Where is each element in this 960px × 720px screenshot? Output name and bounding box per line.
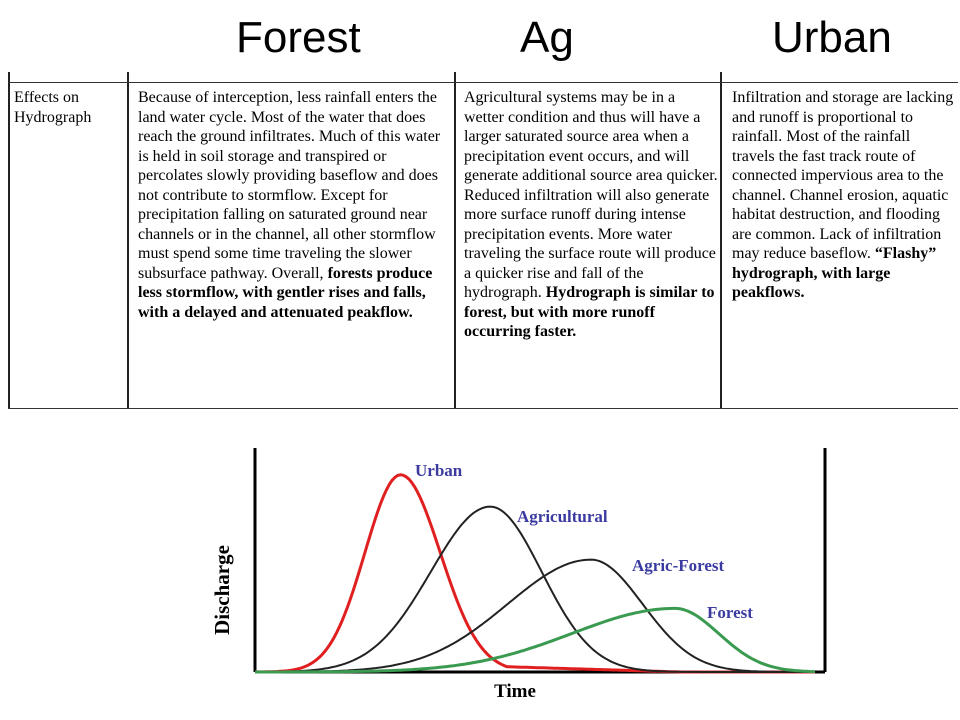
table-bottom-border <box>8 408 958 409</box>
table-divider-1 <box>127 72 129 408</box>
cell-forest-effects: Because of interception, less rainfall e… <box>138 88 452 322</box>
cell-urban-effects: Infiltration and storage are lacking and… <box>732 88 956 303</box>
comparison-table: Effects on Hydrograph Because of interce… <box>0 72 960 412</box>
header-ag: Ag <box>520 13 574 62</box>
y-axis-label-discharge: Discharge <box>210 545 234 635</box>
column-headers: Forest Ag Urban <box>0 0 960 72</box>
label-forest: Forest <box>707 603 753 622</box>
hydrograph-svg: Urban Agricultural Agric-Forest Forest T… <box>210 448 827 702</box>
cell-ag-effects: Agricultural systems may be in a wetter … <box>464 88 718 342</box>
forest-text: Because of interception, less rainfall e… <box>138 89 441 282</box>
label-urban: Urban <box>415 461 463 480</box>
table-left-border <box>8 72 10 408</box>
label-agricultural: Agricultural <box>517 507 608 526</box>
header-forest: Forest <box>236 13 361 62</box>
ag-text: Agricultural systems may be in a wetter … <box>464 89 718 301</box>
urban-text: Infiltration and storage are lacking and… <box>732 89 954 262</box>
row-label-effects-on-hydrograph: Effects on Hydrograph <box>14 89 92 126</box>
urban-summary: “Flashy” hydrograph, with large peakflow… <box>732 245 937 301</box>
label-agric-forest: Agric-Forest <box>632 556 725 575</box>
table-divider-3 <box>720 72 722 408</box>
header-urban: Urban <box>772 13 892 62</box>
curve-forest <box>255 606 815 674</box>
x-axis-label-time: Time <box>494 681 536 702</box>
table-top-border <box>8 82 958 83</box>
ag-summary: Hydrograph is similar to forest, but wit… <box>464 284 715 340</box>
hydrograph-diagram: Urban Agricultural Agric-Forest Forest T… <box>185 440 835 708</box>
table-divider-2 <box>454 72 456 408</box>
curve-agricultural <box>255 505 815 673</box>
forest-summary: forests produce less stormflow, with gen… <box>138 264 433 321</box>
